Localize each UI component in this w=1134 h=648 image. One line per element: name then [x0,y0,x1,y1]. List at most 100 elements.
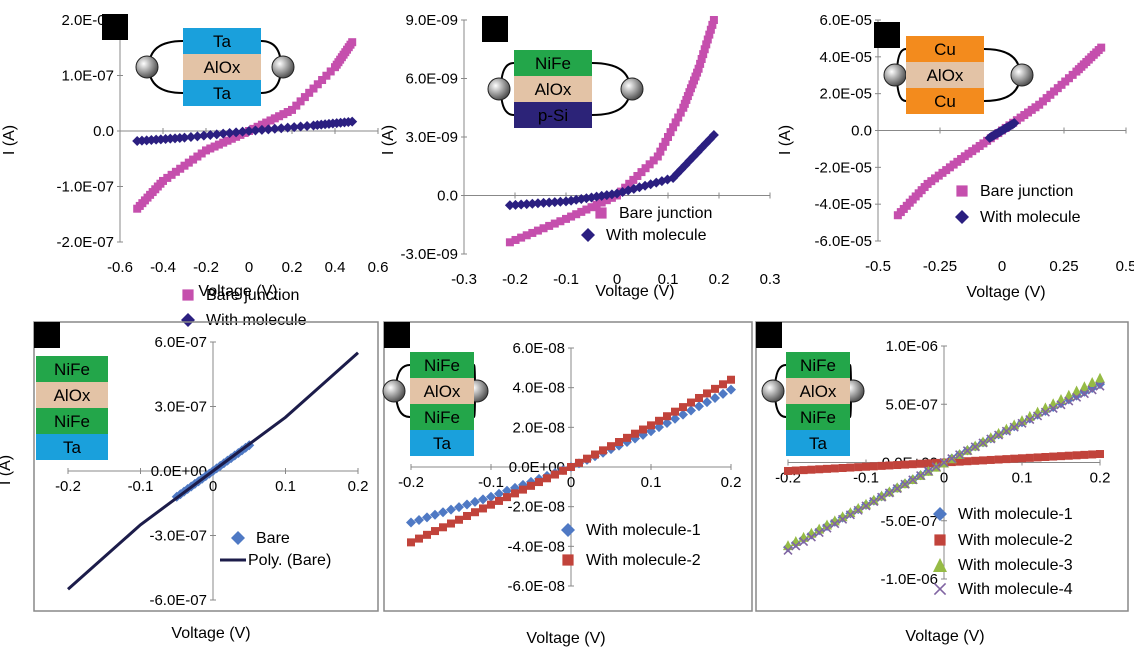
electrode-ball [883,63,907,87]
y-tick-label: -2.0E-08 [507,499,565,516]
data-point [674,113,683,122]
x-tick-label: 0 [998,258,1006,275]
data-point [276,123,287,134]
data-point [422,512,432,523]
data-point [572,210,581,219]
data-point [438,507,448,518]
data-point [1056,400,1066,410]
legend-marker [581,228,595,242]
data-point [582,205,591,214]
chart-panel-e: -0.2 -0.1 0 0.1 0.2 6.0E-08 4.0E-08 2.0E-08 0.0E… [382,321,753,647]
chart-panel-c: -0.5 -0.25 0 0.25 0.5 6.0E-05 4.0E-05 2.0E-05 0.… [777,12,1134,301]
x-tick-label: -0.1 [478,474,504,491]
legend-marker [933,507,947,521]
data-point [202,146,210,155]
chart-panel-f: -0.2-0.100.10.21.0E-065.0E-070.0E+00-5.0… [755,321,1129,645]
y-tick-label: 6.0E-09 [405,71,458,88]
x-tick-label: 0 [613,271,621,288]
stack-layer-label: NiFe [54,360,90,379]
y-tick-label: 4.0E-05 [819,49,872,66]
data-point [1009,422,1019,432]
data-point [1025,453,1034,462]
x-tick-label: 0.1 [641,474,662,491]
electrode-ball [620,77,644,101]
data-point [662,417,672,428]
legend-label: With molecule-1 [958,506,1073,523]
data-point [892,483,902,494]
data-point [539,224,548,233]
data-point [663,412,671,421]
y-tick-label: -2.0E-07 [56,234,114,251]
data-point [455,515,463,524]
legend-label: Bare junction [619,205,712,222]
data-point [503,493,511,502]
data-point [985,432,996,443]
data-point [597,198,606,207]
data-point [679,403,687,412]
data-point [655,416,663,425]
data-point [1018,454,1026,463]
electrode-ball [135,55,159,79]
x-tick-label: -0.3 [451,271,477,288]
data-point [516,199,527,210]
data-point [884,488,894,498]
data-point [686,405,696,416]
panel-frame [383,321,753,612]
data-point [1041,452,1050,461]
y-tick-label: 0.0 [93,123,114,140]
data-point [538,197,549,208]
data-point [231,127,242,138]
y-tick-label: 5.0E-07 [885,396,938,413]
x-tick-label: 0.2 [282,259,303,276]
stack-layer-1 [786,378,850,404]
legend-label: With molecule-3 [958,557,1073,574]
data-point [658,142,667,151]
stack-layer-1 [410,378,474,404]
data-point [1049,452,1058,461]
stack-layer-label: Ta [433,434,452,453]
data-point [822,523,832,533]
panel-letter: c [882,23,893,48]
legend-marker [956,185,968,197]
panel-letter-box [874,22,900,48]
data-point [884,486,895,497]
data-point [462,499,472,510]
data-point [877,461,886,470]
data-point [822,519,832,530]
data-point [171,167,180,176]
stack-layer-label: NiFe [54,412,90,431]
data-point [711,384,719,393]
data-point [223,136,232,145]
panel-letter-box [756,322,782,348]
data-point [289,122,300,133]
y-tick-label: 0.0E+00 [151,463,207,480]
data-point [583,454,591,463]
stack-layer-1 [514,76,592,102]
data-point [279,110,288,119]
data-point [696,59,705,68]
data-point [1024,410,1035,421]
data-point [703,35,712,44]
data-point [607,442,615,451]
y-tick-label: -3.0E-07 [149,528,207,545]
data-point [522,231,531,240]
stack-layer-0 [36,356,108,382]
stack-layer-label: AlOx [424,382,461,401]
data-point [699,50,708,59]
data-point [214,140,223,149]
data-point [829,515,840,526]
x-tick-label: 0.3 [760,271,781,288]
data-point [823,464,831,473]
data-point [830,464,839,473]
data-point [551,470,559,479]
data-point [218,128,229,139]
data-point [348,38,357,47]
data-point [567,463,575,471]
data-point [615,438,623,447]
y-tick-label: -2.0E-05 [814,159,872,176]
data-point [532,198,543,209]
data-point [505,238,514,247]
data-point [519,485,527,494]
data-point [1033,411,1043,421]
data-point [511,489,519,498]
